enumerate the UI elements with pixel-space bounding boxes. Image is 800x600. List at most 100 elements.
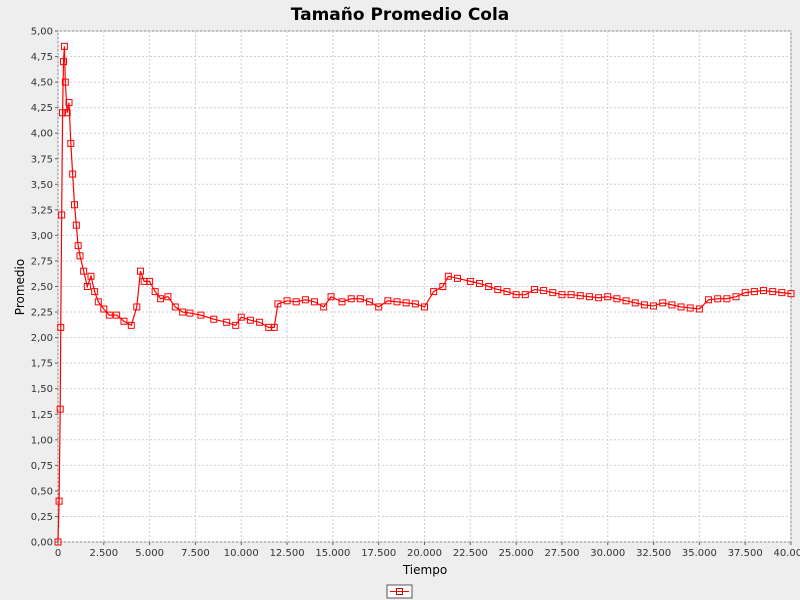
data-point — [56, 405, 64, 413]
series-line — [57, 46, 792, 543]
data-point — [320, 303, 328, 311]
y-tick-label: 1,75 — [31, 359, 53, 370]
data-point — [311, 298, 319, 306]
data-point — [650, 302, 658, 310]
data-point — [668, 301, 676, 309]
x-tick-label: 30.000 — [590, 548, 625, 559]
y-tick-label: 1,00 — [31, 435, 53, 446]
y-tick-label: 3,00 — [31, 231, 53, 242]
data-point — [659, 299, 667, 307]
y-tick-label: 0,00 — [31, 538, 53, 549]
data-point — [94, 298, 102, 306]
data-point — [421, 303, 428, 311]
data-point — [453, 274, 461, 282]
data-point — [402, 299, 410, 307]
data-point — [61, 78, 69, 86]
data-point — [705, 296, 713, 304]
data-point — [393, 298, 401, 306]
data-point — [151, 288, 159, 296]
chart-title: Tamaño Promedio Cola — [291, 5, 510, 25]
data-point — [256, 318, 264, 326]
data-point — [237, 313, 245, 321]
data-point — [76, 252, 84, 260]
data-point — [113, 311, 121, 319]
x-tick-label: 40.000 — [774, 548, 800, 559]
x-tick-label: 22.500 — [453, 548, 488, 559]
series-layer — [54, 42, 795, 546]
x-tick-label: 20.000 — [407, 548, 442, 559]
data-point — [69, 170, 77, 178]
data-point — [70, 201, 78, 209]
data-point — [133, 303, 141, 311]
y-tick-label: 1,25 — [31, 410, 53, 421]
data-point — [356, 295, 364, 303]
y-tick-label: 4,25 — [31, 103, 53, 114]
data-point — [60, 42, 68, 50]
data-point — [171, 303, 179, 311]
y-tick-label: 3,75 — [31, 154, 53, 165]
data-point — [521, 291, 529, 299]
data-point — [576, 292, 584, 300]
data-point — [146, 277, 154, 285]
data-point — [549, 289, 557, 297]
data-point — [778, 289, 786, 297]
data-point — [567, 291, 575, 299]
x-tick-label: 15.000 — [315, 548, 350, 559]
y-tick-label: 4,75 — [31, 52, 53, 63]
x-tick-label: 17.500 — [361, 548, 396, 559]
x-tick-label: 37.500 — [728, 548, 763, 559]
y-tick-label: 4,00 — [31, 129, 53, 140]
data-point — [105, 311, 113, 319]
tick-labels: 0 2.500 5.000 7.500 10.000 12.500 15.000 17.500… — [31, 27, 800, 560]
data-point — [750, 288, 758, 296]
data-point — [72, 221, 80, 229]
data-point — [87, 272, 95, 280]
data-point — [375, 303, 383, 311]
data-point — [80, 267, 88, 275]
data-point — [127, 321, 135, 329]
data-point — [270, 323, 278, 331]
data-point — [59, 58, 67, 66]
data-point — [136, 267, 144, 275]
data-point — [59, 109, 67, 117]
data-point — [530, 286, 538, 294]
data-point — [741, 289, 749, 297]
data-point — [140, 277, 148, 285]
data-point — [283, 297, 291, 305]
data-point — [67, 139, 75, 147]
data-point — [246, 316, 254, 324]
data-point — [475, 279, 483, 287]
data-point — [540, 287, 548, 295]
data-point — [55, 497, 63, 505]
data-point — [769, 288, 777, 296]
x-tick-label: 2.500 — [89, 548, 118, 559]
y-tick-label: 2,75 — [31, 256, 53, 267]
data-point — [640, 301, 648, 309]
x-tick-label: 10.000 — [224, 548, 259, 559]
y-tick-label: 3,50 — [31, 180, 53, 191]
data-point — [65, 99, 73, 107]
data-point — [179, 308, 187, 316]
x-axis-label: Tiempo — [402, 563, 447, 577]
data-point — [604, 293, 612, 301]
x-tick-label: 25.000 — [499, 548, 534, 559]
data-point — [512, 291, 520, 299]
data-point — [585, 293, 593, 301]
y-tick-label: 2,00 — [31, 333, 53, 344]
data-point — [466, 277, 474, 285]
data-point — [558, 291, 566, 299]
x-tick-label: 27.500 — [544, 548, 579, 559]
y-axis-label: Promedio — [13, 259, 27, 315]
x-tick-label: 35.000 — [682, 548, 717, 559]
y-tick-label: 3,25 — [31, 205, 53, 216]
data-point — [485, 283, 493, 290]
data-point — [695, 305, 703, 313]
data-point — [74, 242, 82, 250]
data-point — [677, 303, 685, 311]
data-point — [164, 293, 172, 301]
data-point — [58, 211, 66, 219]
data-point — [430, 288, 438, 296]
x-tick-label: 32.500 — [636, 548, 671, 559]
data-point — [723, 295, 731, 303]
